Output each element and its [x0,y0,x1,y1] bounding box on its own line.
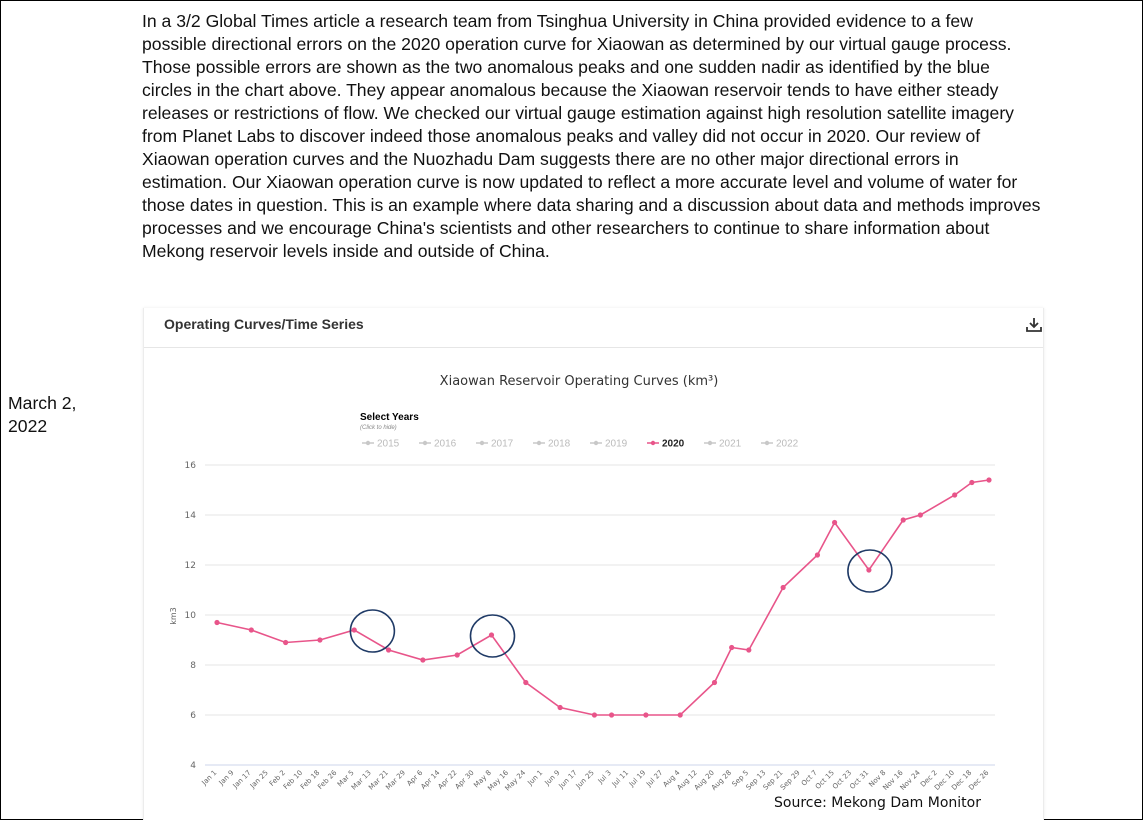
data-point [780,584,786,591]
article-paragraph: In a 3/2 Global Times article a research… [142,11,1041,261]
legend-heading: Select Years [360,412,419,423]
svg-text:2018: 2018 [548,439,571,450]
x-tick-label: Apr 30 [454,769,476,791]
svg-text:2015: 2015 [377,439,400,450]
x-tick-label: Oct 31 [848,769,870,791]
data-point [557,704,563,711]
legend: 2015 2016 2017 2018 2019 2020 2021 2022 [362,439,799,450]
legend-item-2021[interactable]: 2021 [704,439,742,450]
data-point [317,637,323,643]
x-tick-label: Dec 26 [967,768,990,791]
data-point [729,644,735,651]
data-point [866,567,872,573]
annotation-circle-anomalous-peak [469,614,516,658]
x-tick-label: Jun 17 [557,769,579,791]
data-point [283,639,289,646]
data-point [385,647,392,653]
x-tick-label: Jul 19 [627,769,647,789]
chart-title: Xiaowan Reservoir Operating Curves (km³) [440,374,719,389]
data-point [420,657,426,663]
y-tick-label: 8 [190,661,196,671]
y-tick-label: 4 [190,761,196,771]
x-tick-label: Jul 11 [610,769,630,789]
download-icon[interactable] [1025,316,1043,334]
y-axis-ticks: 4 6 8 10 12 14 16 [185,461,197,771]
legend-item-2015[interactable]: 2015 [362,439,400,450]
date-label: March 2, 2022 [8,393,77,436]
annotations [349,549,893,658]
x-tick-label: Jul 27 [644,769,664,789]
data-point [643,712,649,718]
data-point [746,647,752,653]
y-axis-label: km3 [169,607,178,625]
data-point [591,712,598,718]
svg-text:2017: 2017 [491,439,514,450]
x-tick-label: Jan 17 [231,769,253,791]
data-point [488,632,495,638]
y-tick-label: 14 [185,511,197,521]
svg-text:2016: 2016 [434,439,457,450]
x-tick-label: Jun 25 [574,769,596,791]
panel-title: Operating Curves/Time Series [164,316,364,332]
legend-subheading: (Click to hide) [360,425,397,431]
annotation-circle-anomalous-peak [349,609,396,653]
svg-text:2022: 2022 [776,439,799,450]
panel-header: Operating Curves/Time Series [144,308,1043,348]
chart-panel: Operating Curves/Time Series [143,308,1044,820]
annotation-circle-sudden-nadir [847,549,893,593]
x-tick-label: Jan 25 [248,769,270,791]
legend-item-2019[interactable]: 2019 [590,439,628,450]
svg-text:2019: 2019 [605,439,628,450]
x-tick-label: Jan 1 [200,769,219,788]
source-text: Source: Mekong Dam Monitor [774,795,981,811]
data-point [814,552,821,558]
x-tick-label: Feb 26 [316,768,339,791]
legend-item-2022[interactable]: 2022 [761,439,799,450]
data-point [900,517,906,523]
svg-text:2021: 2021 [719,439,742,450]
legend-item-2017[interactable]: 2017 [476,439,514,450]
legend-item-2020[interactable]: 2020 [647,439,685,450]
y-tick-label: 12 [185,561,196,571]
data-point [523,679,529,686]
data-point [969,479,975,486]
data-point [248,627,254,633]
data-point [677,712,683,718]
data-point [711,679,718,686]
data-point [608,712,615,718]
legend-item-2016[interactable]: 2016 [419,439,457,450]
series-2020 [214,477,992,718]
data-point [917,512,923,518]
y-tick-label: 6 [190,711,196,721]
y-tick-label: 16 [185,461,197,471]
data-point [832,519,838,526]
data-point [986,477,992,483]
data-point [214,619,220,626]
data-point [351,627,357,633]
legend-item-2018[interactable]: 2018 [533,439,571,450]
data-point [454,652,460,658]
x-tick-label: Jun 1 [526,769,545,788]
svg-text:2020: 2020 [662,439,685,450]
data-point [952,492,958,498]
grid [205,464,995,766]
y-tick-label: 10 [185,611,197,621]
